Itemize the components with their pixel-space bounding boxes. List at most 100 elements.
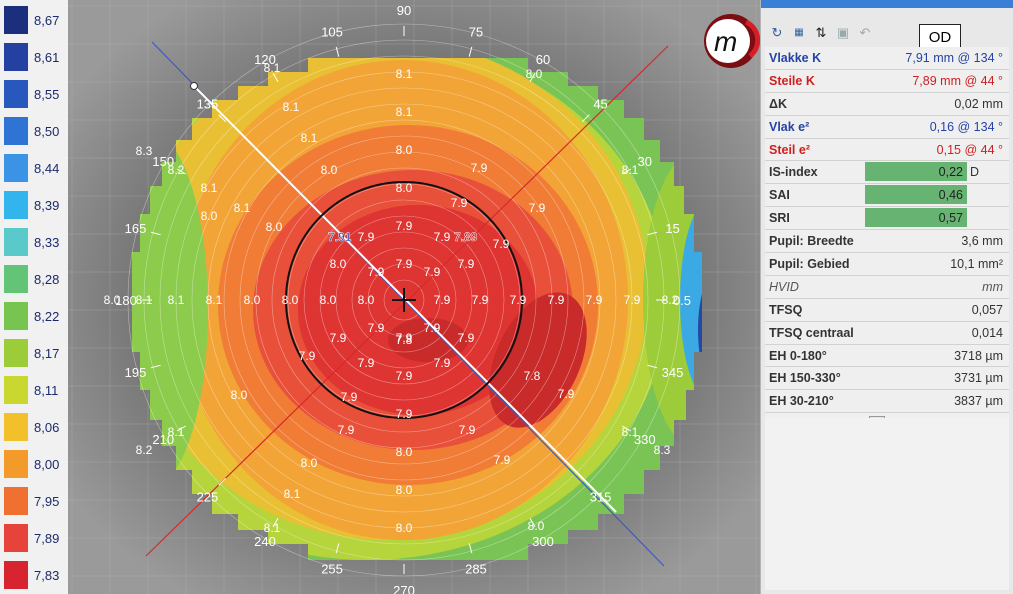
curvature-value: 8.0 [282, 293, 299, 307]
angle-tick [468, 543, 473, 554]
topography-map-svg[interactable]: 90 75 60 45 30 15 0.5 345 330 315 300 285 270 255 240 2… [68, 0, 760, 594]
angle-tick [581, 114, 590, 123]
scale-swatch [4, 524, 28, 552]
curvature-value: 8.0 [201, 209, 218, 223]
save-icon[interactable]: ▣ [836, 25, 850, 40]
scale-label: 8,22 [34, 309, 60, 324]
scale-swatch [4, 191, 28, 219]
curvature-value: 7.9 [338, 423, 355, 437]
curvature-value: 7.9 [396, 407, 413, 421]
angle-tick [529, 72, 536, 83]
parameter-row: SRI 0,57 [765, 207, 1009, 231]
scale-swatch [4, 154, 28, 182]
curvature-value: 7.9 [424, 265, 441, 279]
curvature-value-labels: 8.1 8.1 8.0 8.0 7.9 7.9 7.9 7.9 7.9 8.0 8.0 8.0 7.8 8… [104, 61, 679, 535]
curvature-value: 8.0 [244, 293, 261, 307]
angle-label: 75 [469, 24, 483, 39]
curvature-value: 7.9 [330, 331, 347, 345]
parameter-value: 0,014 [971, 325, 1003, 340]
curvature-value: 7.9 [368, 321, 385, 335]
scale-step: 7,95 [0, 487, 68, 515]
angle-tick [176, 425, 187, 432]
scale-swatch [4, 6, 28, 34]
curvature-value: 8.0 [526, 67, 543, 81]
parameter-label: EH 0-180° [769, 348, 827, 363]
curvature-value: 8.1 [264, 61, 281, 75]
scale-step: 7,89 [0, 524, 68, 552]
angle-tick [335, 543, 340, 554]
scale-label: 8,61 [34, 50, 60, 65]
parameter-label: IS-index [769, 165, 818, 180]
scale-label: 8,11 [34, 383, 59, 398]
curvature-value: 7.9 [396, 369, 413, 383]
undo-icon[interactable]: ↶ [859, 25, 871, 40]
angle-tick [218, 114, 227, 123]
angle-label: 105 [321, 24, 343, 39]
scale-label: 7,83 [34, 568, 60, 583]
scale-label: 8,17 [34, 346, 60, 361]
curvature-value: 7.9 [434, 230, 451, 244]
profile-line-handle[interactable] [190, 82, 198, 90]
scale-step: 8,61 [0, 43, 68, 71]
panel-empty-area [765, 418, 1009, 590]
parameter-label: HVID [769, 279, 799, 294]
scale-step: 8,55 [0, 80, 68, 108]
parameter-value: 3731 µm [954, 371, 1003, 386]
curvature-value: 7.9 [472, 293, 489, 307]
parameter-row: EH 150-330° 3731 µm [765, 367, 1009, 391]
curvature-value: 8.0 [396, 143, 413, 157]
angle-tick [621, 425, 632, 432]
curvature-value: 7.9 [368, 265, 385, 279]
angle-tick [218, 477, 227, 486]
angle-tick [272, 72, 279, 83]
curvature-value: 7.9 [548, 293, 565, 307]
parameter-value: 7,89 mm @ 44 ° [912, 73, 1003, 88]
color-scale-bar: 8,67 8,61 8,55 8,50 8,44 8,39 8,33 8,28 8,22 8,17… [0, 0, 69, 594]
curvature-value: 8.1 [234, 201, 251, 215]
logo-icon: m [704, 14, 760, 68]
scale-step: 8,33 [0, 228, 68, 256]
refresh-icon[interactable]: ↻ [771, 25, 783, 40]
curvature-value: 8.1 [168, 425, 185, 439]
parameter-label: Pupil: Gebied [769, 257, 850, 272]
angle-label: 285 [465, 562, 487, 577]
parameter-value: 0,46 [938, 188, 963, 203]
curvature-value: 7.8 [524, 369, 541, 383]
parameter-value: 0,22 [938, 165, 963, 180]
parameter-label: Steil e² [769, 142, 810, 157]
curvature-value: 7.9 [494, 453, 511, 467]
scale-swatch [4, 413, 28, 441]
curvature-value: 8.0 [396, 445, 413, 459]
angle-label: 90 [397, 3, 411, 18]
angle-label: 60 [536, 52, 550, 67]
scale-label: 8,44 [34, 161, 60, 176]
scale-step: 8,39 [0, 191, 68, 219]
calculator-icon[interactable]: ▦ [794, 27, 804, 38]
curvature-value: 8.2 [168, 163, 185, 177]
steep-k-marker: 7.89 [454, 230, 478, 244]
curvature-value: 8.1 [622, 163, 639, 177]
curvature-value: 7.9 [458, 257, 475, 271]
angle-label: 135 [197, 96, 219, 111]
angle-label: 225 [197, 490, 219, 505]
scale-step: 8,22 [0, 302, 68, 330]
curvature-value: 8.0 [301, 456, 318, 470]
scale-step: 8,00 [0, 450, 68, 478]
curvature-value: 8.1 [136, 293, 153, 307]
sort-arrows-icon[interactable]: ⇅ [815, 25, 827, 40]
parameter-value: 3837 µm [954, 394, 1003, 409]
curvature-value: 7.9 [299, 349, 316, 363]
curvature-value: 7.9 [341, 390, 358, 404]
curvature-value: 8.3 [654, 443, 671, 457]
curvature-value: 8.1 [206, 293, 223, 307]
angle-label: 315 [590, 490, 612, 505]
parameter-row: TFSQ centraal 0,014 [765, 321, 1009, 345]
scale-label: 8,33 [34, 235, 60, 250]
scale-step: 8,44 [0, 154, 68, 182]
curvature-value: 8.0 [266, 220, 283, 234]
angle-label: 345 [662, 365, 684, 380]
topography-map[interactable]: 90 75 60 45 30 15 0.5 345 330 315 300 285 270 255 240 2… [68, 0, 760, 594]
curvature-value: 8.1 [396, 105, 413, 119]
parameter-unit: D [970, 165, 980, 180]
curvature-value: 8.1 [284, 487, 301, 501]
